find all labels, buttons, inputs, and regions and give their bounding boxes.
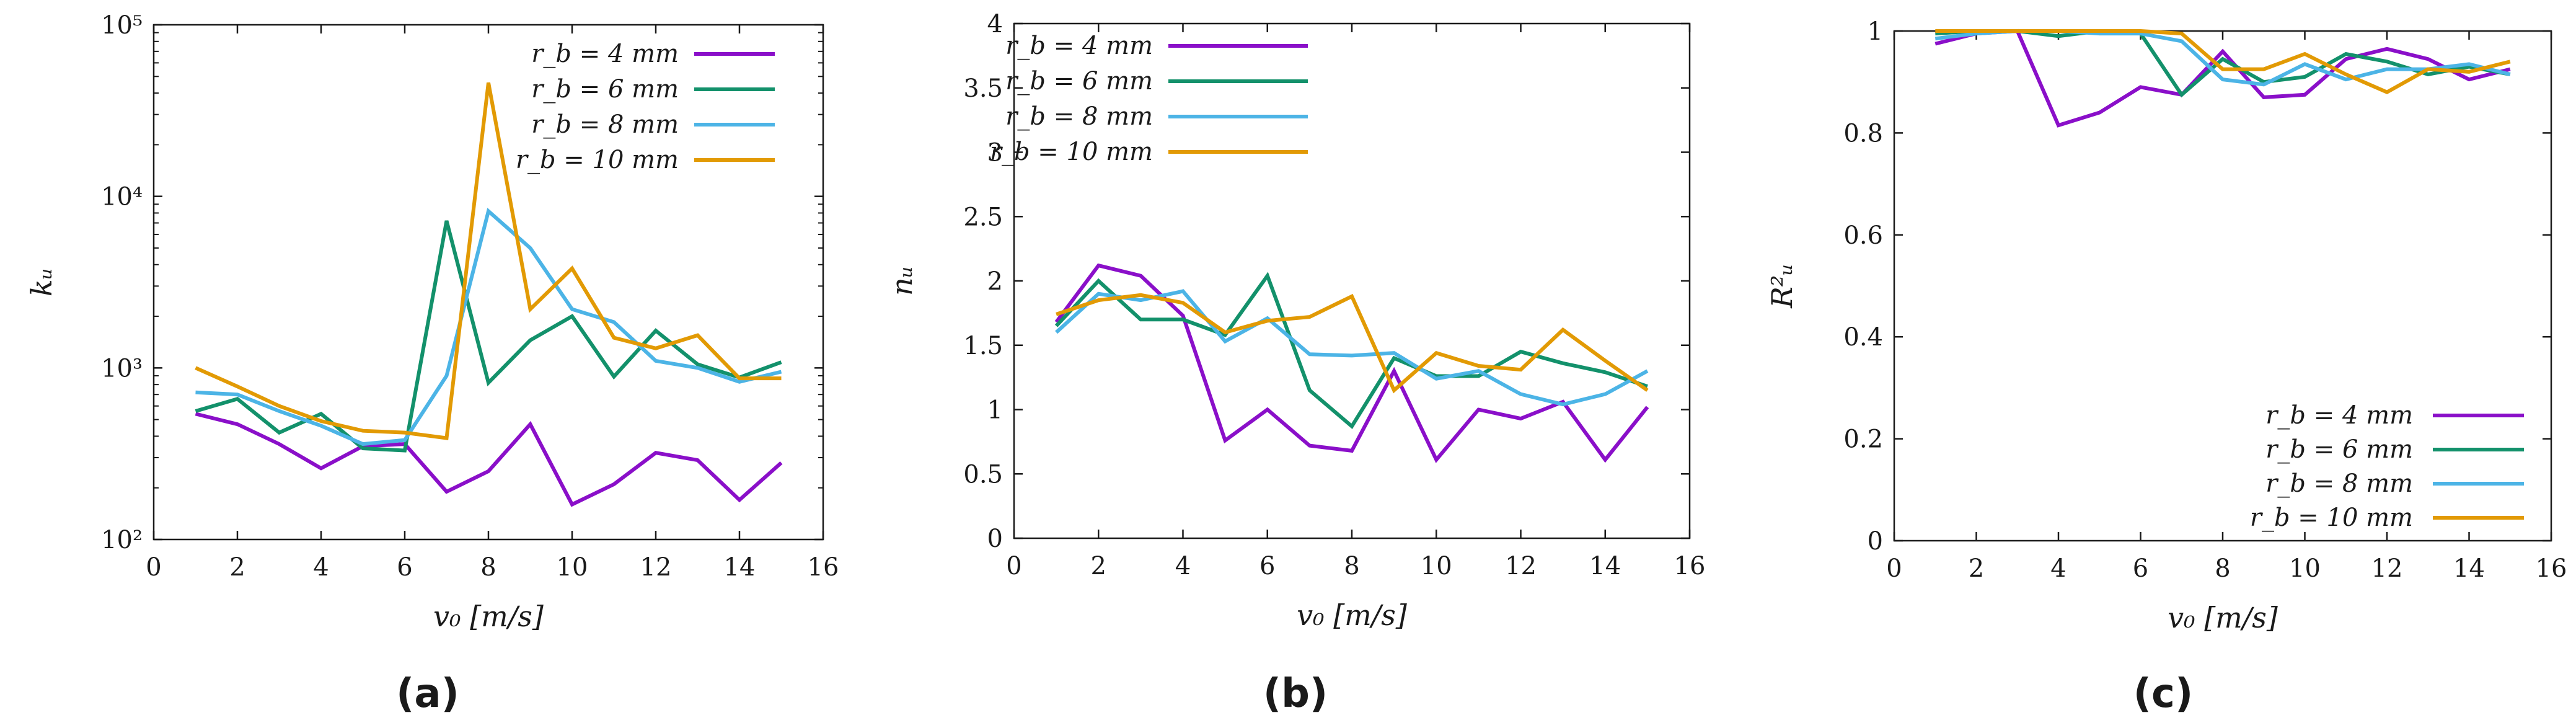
legend-entry-label: r_b = 4 mm (531, 40, 679, 68)
series-line-rb4mm (195, 412, 783, 507)
panel-b: 0 2 4 6 8 10 12 14 16 0 0.5 1 1.5 2 2.5 3 3.5 4 v₀ [m/s] nᵤ… (885, 10, 1705, 717)
y-tick-label: 1 (987, 396, 1003, 425)
x-tick-label: 14 (1589, 552, 1621, 580)
y-tick-label: 10⁴ (101, 183, 143, 211)
series-line-rb6mm (195, 220, 782, 453)
series-line-rb10mm (1935, 29, 2511, 94)
x-tick-label: 8 (2215, 554, 2230, 583)
x-tick-label: 6 (1259, 552, 1275, 580)
x-tick-label: 6 (397, 553, 412, 582)
x-tick-label: 12 (2371, 554, 2403, 583)
legend-entry-label: r_b = 8 mm (531, 110, 679, 139)
y-axis-label: kᵤ (25, 268, 58, 296)
y-tick-label: 0 (987, 525, 1003, 553)
y-tick-label: 3 (987, 139, 1003, 167)
x-tick-label: 2 (1091, 552, 1106, 580)
legend-entry-label: r_b = 8 mm (1005, 102, 1153, 131)
x-tick-label: 16 (2536, 554, 2567, 583)
y-tick-label: 10² (101, 526, 143, 554)
x-axis-label: v₀ [m/s] (433, 600, 544, 633)
series-line-rb10mm (1056, 293, 1649, 394)
x-tick-label: 4 (313, 553, 329, 582)
x-tick-label: 2 (1969, 554, 1984, 583)
y-tick-label: 0.2 (1843, 425, 1883, 454)
y-tick-label: 0.5 (963, 460, 1003, 489)
panel-c: 0 2 4 6 8 10 12 14 16 0 0.2 0.4 0.6 0.8 1 v₀ [m/s] R²ᵤ (c… (1765, 17, 2567, 717)
legend-entry-label: r_b = 8 mm (2265, 469, 2413, 498)
x-tick-label: 0 (1886, 554, 1902, 583)
plot-frame (1013, 22, 1691, 539)
panel-a: 0 2 4 6 8 10 12 14 16 10² 10³ 10⁴ 10⁵ v₀ [m/s] kᵤ (a) r_… (25, 11, 839, 717)
x-tick-label: 8 (480, 553, 496, 582)
legend-entry-label: r_b = 6 mm (1005, 67, 1153, 95)
y-tick-label: 4 (987, 10, 1003, 38)
legend-entry-label: r_b = 6 mm (2265, 435, 2413, 464)
legend-entry-label: r_b = 4 mm (1005, 32, 1153, 60)
panel-label: (a) (396, 671, 459, 717)
y-tick-label: 0.8 (1843, 119, 1883, 148)
legend-entry-label: r_b = 10 mm (990, 138, 1153, 166)
plot-frame (152, 24, 824, 541)
x-tick-label: 8 (1344, 552, 1359, 580)
y-tick-label: 1 (1868, 17, 1883, 46)
panel-label: (c) (2133, 671, 2193, 717)
x-tick-label: 12 (640, 553, 672, 582)
series-line-rb4mm (1934, 29, 2511, 128)
y-axis-label: nᵤ (885, 266, 919, 296)
y-tick-label: 1.5 (963, 332, 1003, 360)
panel-label: (b) (1263, 671, 1328, 717)
y-tick-label: 0.6 (1843, 221, 1883, 250)
x-tick-label: 0 (1006, 552, 1021, 580)
x-tick-label: 10 (1421, 552, 1452, 580)
x-tick-label: 14 (724, 553, 756, 582)
y-tick-label: 0.4 (1843, 323, 1883, 352)
x-tick-label: 4 (1175, 552, 1191, 580)
series-line-rb4mm (1054, 263, 1649, 463)
series-line-rb6mm (1054, 272, 1648, 430)
y-tick-label: 10³ (101, 354, 143, 383)
series-line-rb8mm (1055, 289, 1649, 407)
x-tick-label: 6 (2133, 554, 2148, 583)
legend-entry-label: r_b = 6 mm (531, 75, 679, 104)
y-tick-label: 0 (1868, 527, 1883, 556)
x-tick-label: 12 (1505, 552, 1537, 580)
y-tick-label: 3.5 (963, 74, 1003, 103)
x-tick-label: 2 (229, 553, 245, 582)
x-tick-label: 16 (808, 553, 839, 582)
y-axis-label: R²ᵤ (1765, 264, 1799, 308)
y-tick-label: 2 (987, 267, 1003, 296)
x-axis-label: v₀ [m/s] (1297, 598, 1407, 632)
legend-entry-label: r_b = 10 mm (2250, 504, 2413, 532)
y-tick-label: 10⁵ (101, 11, 143, 40)
legend-entry-label: r_b = 10 mm (516, 146, 679, 174)
y-tick-label: 2.5 (963, 203, 1003, 231)
series-line-rb10mm (195, 82, 782, 440)
plot-frame (1893, 30, 2552, 542)
legend-entry-label: r_b = 4 mm (2265, 401, 2413, 430)
x-tick-label: 4 (2050, 554, 2066, 583)
x-tick-label: 14 (2453, 554, 2485, 583)
series-line-rb8mm (195, 208, 782, 446)
x-tick-label: 16 (1674, 552, 1706, 580)
x-tick-label: 10 (557, 553, 588, 582)
x-tick-label: 0 (146, 553, 161, 582)
x-axis-label: v₀ [m/s] (2168, 601, 2278, 634)
x-tick-label: 10 (2289, 554, 2321, 583)
